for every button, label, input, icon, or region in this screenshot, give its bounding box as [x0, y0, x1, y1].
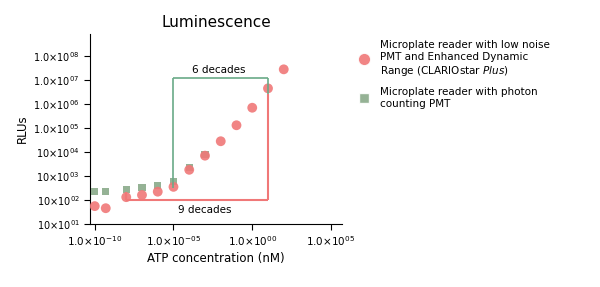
Text: 9 decades: 9 decades [178, 205, 232, 215]
Point [279, 67, 289, 72]
Point [137, 193, 147, 197]
Point [121, 195, 131, 199]
Y-axis label: RLUs: RLUs [16, 115, 29, 144]
Point [169, 179, 178, 184]
Point [153, 183, 163, 188]
Point [90, 189, 100, 194]
Point [153, 189, 163, 194]
Point [263, 86, 273, 91]
Title: Luminescence: Luminescence [161, 15, 271, 30]
Point [232, 123, 241, 127]
Point [101, 189, 110, 194]
Point [184, 168, 194, 172]
Point [184, 165, 194, 170]
Point [90, 204, 100, 208]
Point [121, 187, 131, 191]
Text: 6 decades: 6 decades [192, 65, 245, 75]
Point [200, 153, 210, 158]
Point [137, 185, 147, 190]
Point [247, 105, 257, 110]
Point [216, 139, 226, 144]
Point [200, 152, 210, 157]
Legend: Microplate reader with low noise
PMT and Enhanced Dynamic
Range (CLARIOstar $\ma: Microplate reader with low noise PMT and… [350, 36, 554, 113]
X-axis label: ATP concentration (nM): ATP concentration (nM) [147, 252, 285, 265]
Point [169, 185, 178, 189]
Point [101, 206, 110, 210]
